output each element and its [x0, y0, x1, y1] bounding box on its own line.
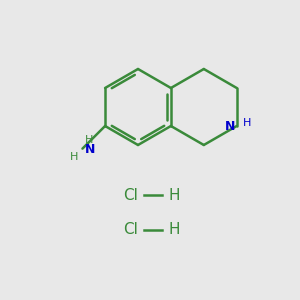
Text: H: H	[168, 223, 179, 238]
Text: H: H	[168, 188, 179, 202]
Text: H: H	[243, 118, 251, 128]
Text: N: N	[225, 121, 236, 134]
Text: H: H	[85, 135, 93, 145]
Text: N: N	[85, 143, 95, 156]
Text: H: H	[70, 152, 79, 162]
Text: Cl: Cl	[123, 223, 138, 238]
Text: Cl: Cl	[123, 188, 138, 202]
